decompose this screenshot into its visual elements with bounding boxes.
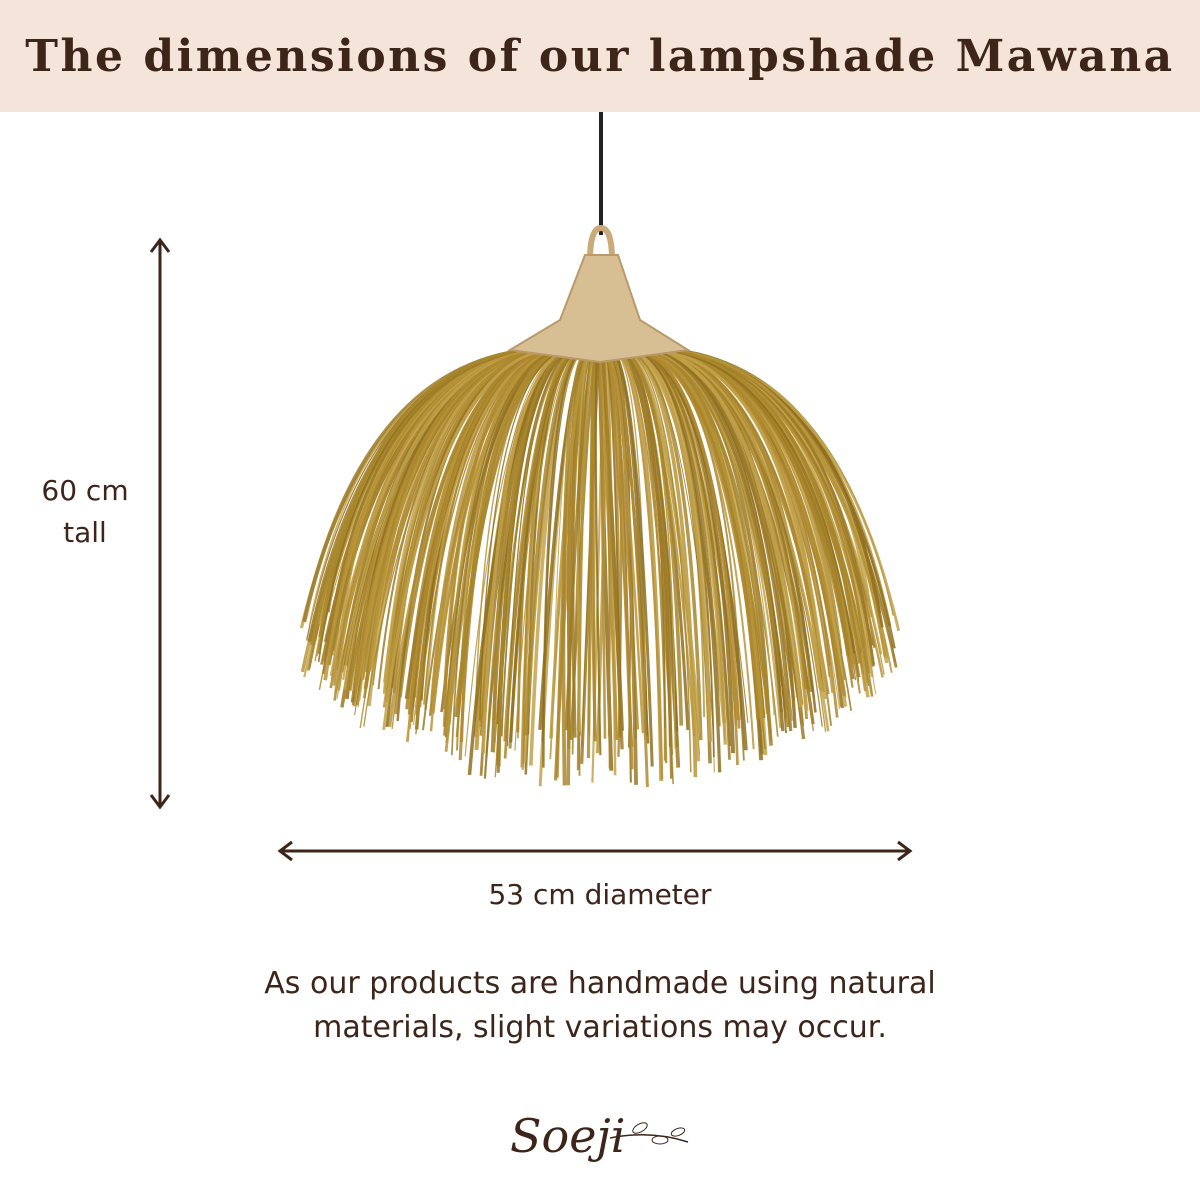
grass-strand xyxy=(336,351,525,700)
grass-strand xyxy=(442,350,550,710)
grass-strand xyxy=(657,351,787,734)
grass-strand xyxy=(661,351,810,691)
logo: Soeji xyxy=(510,1109,689,1163)
height-label: 60 cm tall xyxy=(20,470,150,554)
grass-strand xyxy=(524,350,581,736)
grass-strand xyxy=(407,350,545,715)
grass-strand xyxy=(680,350,874,697)
grass-strand xyxy=(600,351,624,750)
grass-strand xyxy=(542,351,581,768)
grass-strand xyxy=(659,350,803,708)
grass-strand xyxy=(618,350,664,781)
grass-strand xyxy=(634,350,713,742)
grass-strand xyxy=(645,350,763,719)
grass-strand xyxy=(576,351,596,731)
grass-strand xyxy=(318,350,515,638)
diameter-arrow xyxy=(277,840,913,862)
grass-strand xyxy=(549,351,590,739)
diameter-label: 53 cm diameter xyxy=(488,878,712,911)
grass-strand xyxy=(651,351,779,737)
height-arrow xyxy=(149,237,171,810)
grass-strand xyxy=(674,350,854,688)
grass-strand xyxy=(327,350,518,637)
grass-strand xyxy=(639,350,732,747)
grass-fringe xyxy=(299,350,901,788)
grass-strand xyxy=(354,351,523,691)
note-line-1: As our products are handmade using natur… xyxy=(264,966,936,1001)
height-word: tall xyxy=(63,516,107,549)
grass-strand xyxy=(607,351,645,734)
grass-strand xyxy=(599,351,618,740)
grass-strand xyxy=(602,351,611,769)
lampshade-image xyxy=(299,112,901,788)
grass-strand xyxy=(334,350,520,694)
grass-strand xyxy=(605,351,634,770)
grass-strand xyxy=(669,350,828,700)
grass-strand xyxy=(588,351,597,736)
grass-strand xyxy=(648,350,764,726)
grass-strand xyxy=(676,350,856,654)
grass-strand xyxy=(372,351,532,686)
grass-strand xyxy=(391,351,540,730)
grass-strand xyxy=(624,350,684,726)
grass-strand xyxy=(479,351,561,721)
logo-text: Soeji xyxy=(510,1109,625,1163)
grass-strand xyxy=(610,351,649,788)
grass-strand xyxy=(514,351,578,751)
header-banner: The dimensions of our lampshade Mawana xyxy=(0,0,1200,112)
grass-strand xyxy=(594,351,602,756)
grass-strand xyxy=(685,350,887,658)
grass-strand xyxy=(455,350,559,718)
grass-strand xyxy=(500,351,571,737)
handmade-note: As our products are handmade using natur… xyxy=(200,962,1000,1050)
grass-strand xyxy=(497,350,567,767)
grass-strand xyxy=(612,351,654,767)
grass-strand xyxy=(664,350,830,732)
grass-strand xyxy=(629,351,692,773)
grass-strand xyxy=(351,351,527,697)
grass-strand xyxy=(481,350,564,754)
grass-strand xyxy=(653,351,775,716)
grass-strand xyxy=(415,351,548,735)
lamp-loop xyxy=(587,224,615,261)
grass-strand xyxy=(561,350,587,786)
note-line-2: materials, slight variations may occur. xyxy=(313,1010,887,1045)
leaf-branch-icon xyxy=(609,1134,689,1143)
grass-strand xyxy=(621,350,673,779)
grass-strand xyxy=(443,351,555,736)
grass-strand xyxy=(503,350,575,759)
grass-strand xyxy=(615,351,646,731)
grass-strand xyxy=(642,350,741,729)
page-title: The dimensions of our lampshade Mawana xyxy=(25,30,1175,82)
height-value: 60 cm xyxy=(41,474,129,507)
grass-strand xyxy=(673,351,842,708)
grass-strand xyxy=(387,351,534,716)
grass-strand xyxy=(382,350,539,731)
lamp-cap xyxy=(507,254,691,364)
grass-strand xyxy=(637,351,715,758)
